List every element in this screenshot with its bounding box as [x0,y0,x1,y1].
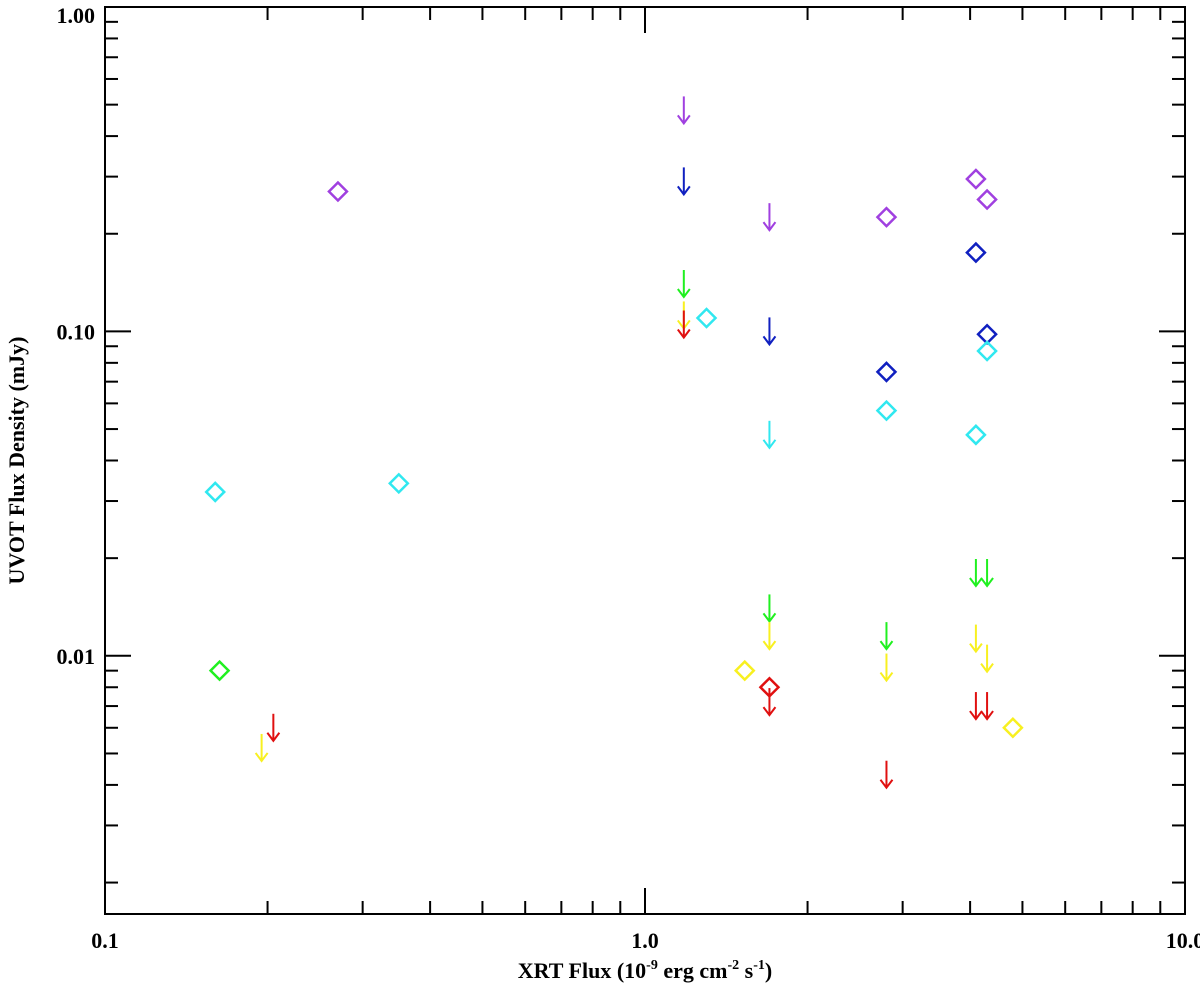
yellow-detection-point [733,659,756,682]
yellow-upper-limit-arrow [254,733,269,763]
blue-detection-point [965,241,987,264]
purple-detection-point [875,206,898,228]
tick-labels: 0.1 1.0 10.0 0.01 0.10 1.00 [57,3,1200,953]
cyan-detection-point [204,481,226,503]
cyan-detection-point [388,472,410,495]
yellow-upper-limit-arrow [980,644,994,674]
x-tick-label: 10.0 [1166,928,1200,953]
red-upper-limit-arrow [879,760,894,790]
plot-frame [104,6,1186,915]
purple-upper-limit-arrow [762,203,777,232]
blue-upper-limit-arrow [762,317,777,347]
green-upper-limit-arrow [969,558,983,588]
yellow-detection-point [1002,717,1024,739]
green-upper-limit-arrow [762,594,777,624]
yellow-upper-limit-arrow [762,622,777,651]
purple-upper-limit-arrow [677,96,691,126]
green-upper-limit-arrow [980,558,994,588]
green-upper-limit-arrow [879,622,894,651]
green-upper-limit-arrow [677,270,691,299]
cyan-detection-point [976,340,998,362]
plot-axes [104,6,1186,915]
cyan-upper-limit-arrow [762,420,777,450]
purple-detection-point [976,188,998,211]
y-tick-label: 0.10 [57,319,96,344]
purple-detection-point [965,168,987,190]
x-tick-label: 0.1 [91,928,119,953]
red-upper-limit-arrow [266,713,281,743]
red-upper-limit-arrow [969,692,983,721]
y-tick-label: 1.00 [57,3,96,28]
red-upper-limit-arrow [980,692,994,721]
red-upper-limit-arrow [677,310,691,340]
y-tick-label: 0.01 [57,644,96,669]
blue-upper-limit-arrow [677,167,691,197]
yellow-upper-limit-arrow [969,624,983,654]
cyan-detection-point [875,399,898,422]
cyan-detection-point [695,307,718,329]
blue-detection-point [875,361,898,383]
data-marks [204,96,1024,790]
red-upper-limit-arrow [762,688,777,717]
cyan-detection-point [965,424,987,446]
yellow-upper-limit-arrow [879,653,894,683]
green-detection-point [208,659,231,682]
y-axis-label: UVOT Flux Density (mJy) [4,337,29,585]
purple-detection-point [327,180,349,203]
x-axis-label: XRT Flux (10-9 erg cm-2 s-1) [518,958,772,983]
x-tick-label: 1.0 [631,928,659,953]
